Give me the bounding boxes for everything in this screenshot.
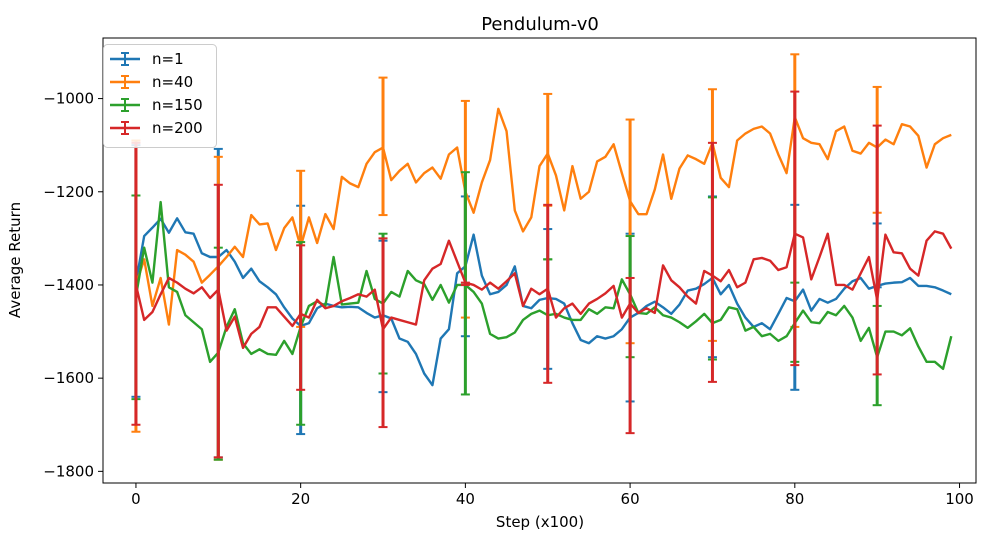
x-axis: 0 20 40 60 80 100 [131,483,974,508]
legend-label: n=200 [152,119,203,137]
series-line [134,200,953,371]
legend-label: n=40 [152,73,193,91]
series-line [134,217,952,387]
x-tick-label: 0 [131,490,141,508]
y-axis: −1800 −1600 −1400 −1200 −1000 [43,90,103,480]
y-axis-label: Average Return [6,202,24,318]
y-tick-label: −1400 [43,276,94,294]
y-tick-label: −1200 [43,183,94,201]
plot-frame [102,37,977,484]
x-tick-label: 100 [945,490,974,508]
x-tick-label: 20 [291,490,310,508]
x-tick-label: 60 [621,490,640,508]
legend: n=1 n=40 n=150 n=200 [103,44,217,148]
x-tick-label: 80 [785,490,804,508]
series-n-1 [131,144,952,459]
legend-item: n=40 [110,73,193,91]
series-n-150 [131,171,953,461]
chart-title: Pendulum-v0 [481,14,599,35]
legend-item: n=150 [110,96,203,114]
y-tick-label: −1000 [43,90,94,108]
series-n-40 [131,53,952,461]
legend-item: n=200 [110,119,203,137]
y-tick-label: −1800 [43,462,94,480]
legend-item: n=1 [110,50,184,68]
series-n-200 [131,90,953,459]
series-layer [131,53,953,461]
series-line [134,230,953,350]
plot-area: 0 20 40 60 80 100 −1800 −1600 −1400 −1200 −1000 [43,37,977,508]
legend-label: n=1 [152,50,184,68]
x-tick-label: 40 [456,490,475,508]
legend-box [103,44,217,148]
x-axis-label: Step (x100) [496,513,584,531]
legend-label: n=150 [152,96,203,114]
y-tick-label: −1600 [43,369,94,387]
series-line [134,107,952,326]
